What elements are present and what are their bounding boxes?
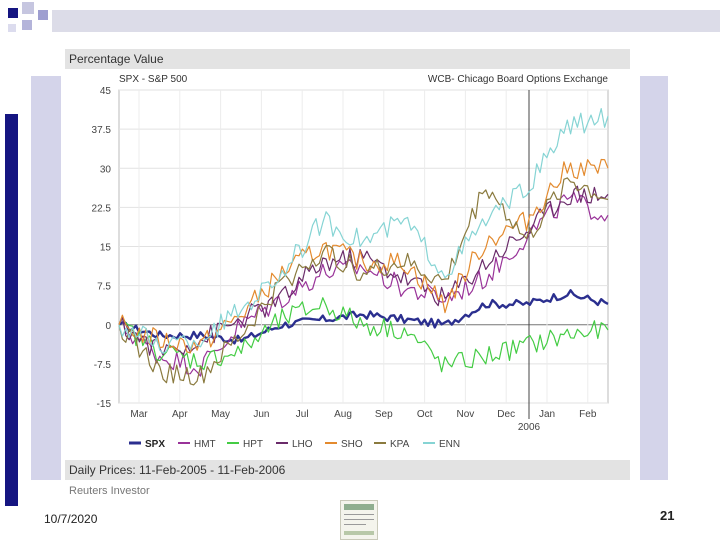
x-tick-label: Feb [579,409,597,420]
series-line-hmt [118,192,609,377]
side-panel-left [31,76,61,480]
legend-label-lho: LHO [292,439,313,450]
figure-footer-text: Daily Prices: 11-Feb-2005 - 11-Feb-2006 [69,463,286,477]
y-tick-label: -7.5 [94,360,112,371]
x-tick-label: Mar [130,409,148,420]
line-chart: SPX - S&P 500 WCB- Chicago Board Options … [92,74,609,450]
y-tick-label: 7.5 [97,282,111,293]
series-line-kpa [118,177,609,386]
figure-header-text: Percentage Value [69,52,164,66]
series-line-sho [118,158,609,354]
x-tick-label: Aug [334,409,352,420]
y-tick-label: 15 [100,243,112,254]
x-tick-label: Nov [457,409,475,420]
x-tick-label: Sep [375,409,393,420]
series-line-hpt [118,297,609,373]
y-tick-label: 30 [100,164,112,175]
side-panel-right [640,76,668,480]
slide-date: 10/7/2020 [44,512,98,526]
y-tick-label: 22.5 [92,203,112,214]
x-tick-label: Apr [172,409,188,420]
x-tick-label: Jun [253,409,269,420]
legend-label-hmt: HMT [194,439,216,450]
x-tick-label: Jan [539,409,555,420]
figure-source: Reuters Investor [69,485,150,497]
x-tick-label: Dec [497,409,515,420]
legend-label-enn: ENN [439,439,460,450]
series-line-spx [118,289,609,345]
legend-label-hpt: HPT [243,439,263,450]
page-number: 21 [660,508,675,523]
year-marker-label: 2006 [518,422,541,433]
legend-label-spx: SPX [145,439,165,450]
x-tick-label: Jul [296,409,309,420]
chart-title-left: SPX - S&P 500 [119,74,188,85]
x-tick-label: May [211,409,230,420]
accent-rule [5,114,18,506]
legend-label-sho: SHO [341,439,363,450]
chart-title-right: WCB- Chicago Board Options Exchange [428,74,609,85]
figure-footer: Daily Prices: 11-Feb-2005 - 11-Feb-2006 [65,460,630,480]
corner-decoration [8,2,48,32]
y-tick-label: -15 [97,399,112,410]
y-tick-label: 0 [105,321,111,332]
title-bar-decoration [52,10,720,32]
legend-label-kpa: KPA [390,439,410,450]
thumbnail-image [340,500,378,540]
figure-header: Percentage Value [65,49,630,69]
series-line-enn [118,107,609,354]
x-tick-label: Oct [417,409,433,420]
y-tick-label: 37.5 [92,125,112,136]
y-tick-label: 45 [100,86,112,97]
chart-figure: Percentage Value SPX - S&P 500 WCB- Chica… [61,45,640,500]
